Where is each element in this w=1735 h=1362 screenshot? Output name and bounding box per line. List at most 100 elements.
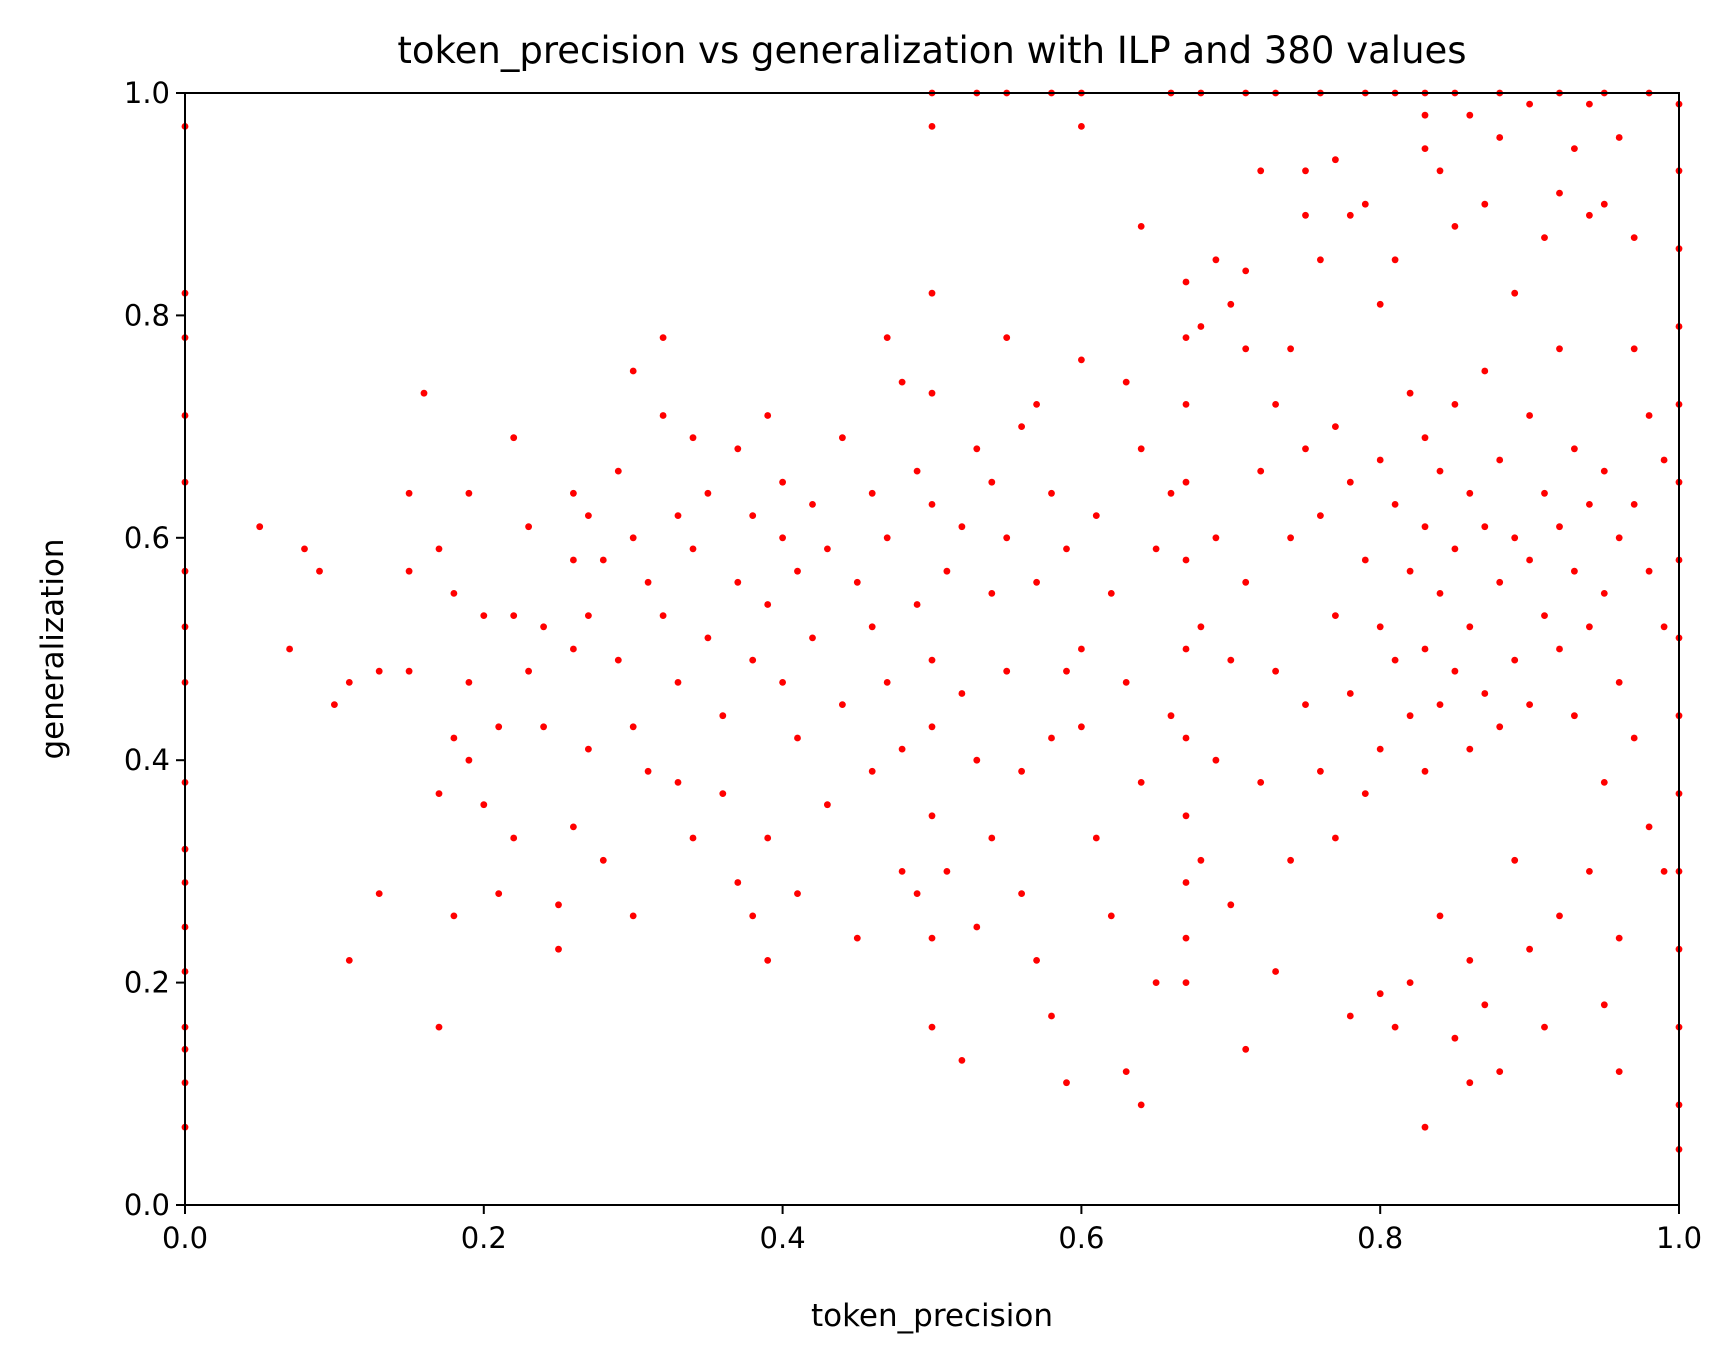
data-point: [1287, 534, 1294, 542]
data-point: [1063, 667, 1070, 675]
data-point: [1436, 912, 1444, 920]
data-point: [585, 612, 592, 619]
data-point: [644, 578, 652, 586]
data-point: [1376, 623, 1384, 631]
data-point: [1466, 489, 1474, 497]
data-point: [704, 634, 712, 642]
data-point: [1227, 300, 1235, 308]
data-point: [286, 645, 293, 653]
data-point: [1272, 968, 1279, 975]
data-point: [1137, 445, 1145, 453]
data-point: [1272, 667, 1279, 675]
data-point: [1466, 957, 1474, 964]
data-point: [345, 957, 353, 964]
data-point: [1466, 623, 1474, 631]
data-point: [1332, 156, 1339, 164]
y-axis-ticks: 0.0 0.2 0.4 0.6 0.8 1.0: [124, 76, 185, 1222]
data-point: [525, 523, 532, 531]
data-point: [928, 389, 936, 397]
data-point: [629, 367, 637, 375]
data-point: [913, 601, 921, 608]
data-point: [958, 523, 966, 531]
data-point: [1033, 401, 1040, 408]
data-point: [1361, 790, 1369, 797]
data-point: [1107, 590, 1115, 597]
data-point: [510, 612, 518, 619]
data-point: [1018, 423, 1025, 430]
data-point: [525, 667, 532, 675]
data-point: [988, 834, 996, 842]
data-point: [1122, 1068, 1130, 1075]
data-point: [1003, 667, 1011, 675]
data-point: [1615, 679, 1623, 686]
x-axis-label: token_precision: [811, 1298, 1053, 1334]
data-point: [1630, 734, 1638, 742]
data-point: [585, 745, 592, 753]
data-point: [1346, 690, 1354, 697]
data-point: [1586, 211, 1593, 219]
data-point: [1586, 623, 1593, 631]
y-tick-label: 0.4: [124, 743, 170, 777]
data-point: [1511, 856, 1519, 864]
data-point: [1182, 879, 1190, 886]
data-point: [1212, 534, 1220, 542]
data-point: [1376, 300, 1384, 308]
chart-title: token_precision vs generalization with I…: [397, 29, 1466, 72]
data-point: [555, 901, 562, 909]
data-point: [1182, 401, 1190, 408]
data-point: [1003, 334, 1011, 341]
data-point: [540, 623, 547, 631]
data-point: [1197, 623, 1205, 631]
plot-frame: [184, 92, 1680, 1206]
data-point: [465, 489, 473, 497]
data-point: [779, 679, 786, 686]
data-point: [1376, 456, 1384, 464]
data-point: [1048, 734, 1055, 742]
y-tick-label: 0.6: [124, 521, 170, 555]
data-point: [928, 501, 936, 508]
data-point: [1586, 100, 1593, 108]
data-point: [1600, 200, 1608, 208]
data-point: [1242, 1045, 1250, 1053]
data-point: [435, 545, 443, 553]
data-point: [435, 790, 443, 797]
data-point: [1451, 1034, 1459, 1042]
data-point: [1317, 512, 1324, 519]
data-point: [1481, 1001, 1489, 1009]
data-point: [779, 478, 786, 486]
data-point: [1317, 767, 1324, 775]
data-point: [749, 656, 757, 664]
data-point: [689, 434, 697, 442]
data-point: [973, 445, 981, 453]
data-point: [958, 690, 966, 697]
data-point: [1018, 767, 1025, 775]
data-point: [1048, 489, 1055, 497]
data-point: [1541, 489, 1548, 497]
data-point: [629, 912, 637, 920]
data-point: [1421, 145, 1429, 153]
data-point: [1556, 345, 1563, 353]
x-tick-label: 0.8: [1357, 1221, 1403, 1255]
data-point: [1586, 868, 1593, 875]
data-point: [1257, 779, 1265, 786]
data-point: [764, 412, 772, 419]
data-point: [1511, 289, 1519, 297]
data-point: [375, 667, 383, 675]
x-tick-label: 0.0: [162, 1221, 208, 1255]
data-point: [898, 378, 906, 386]
data-point: [883, 679, 891, 686]
data-point: [1361, 556, 1369, 564]
data-point: [1421, 645, 1429, 653]
y-axis-label: generalization: [35, 538, 71, 759]
data-point: [465, 756, 473, 764]
data-point: [480, 612, 488, 619]
data-point: [883, 534, 891, 542]
data-point: [1182, 478, 1190, 486]
data-point: [1541, 1023, 1548, 1031]
data-point: [988, 478, 996, 486]
data-point: [1048, 1012, 1055, 1020]
data-point: [570, 556, 577, 564]
data-point: [570, 823, 577, 831]
data-point: [928, 934, 936, 942]
data-point: [1227, 656, 1235, 664]
